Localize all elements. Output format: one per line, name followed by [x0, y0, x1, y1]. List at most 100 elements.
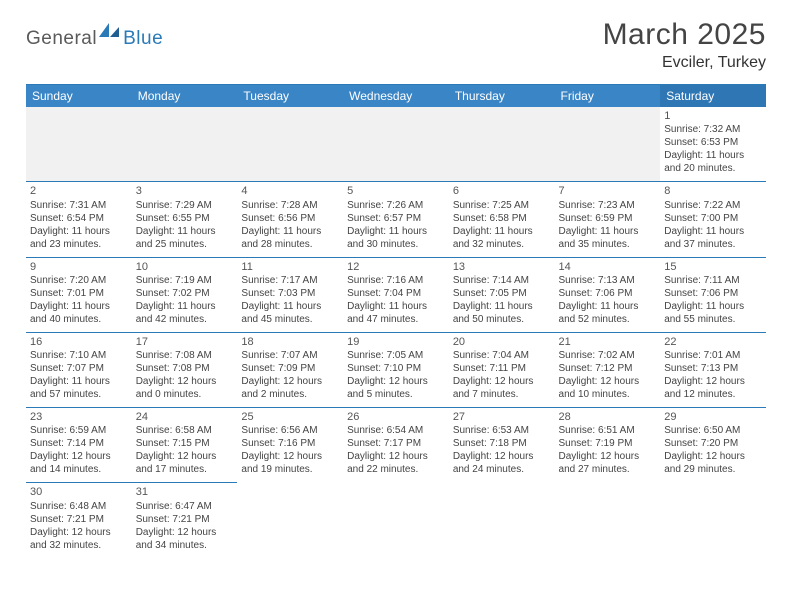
calendar-day-cell: 22Sunrise: 7:01 AMSunset: 7:13 PMDayligh… — [660, 332, 766, 407]
daylight-text: Daylight: 11 hours and 52 minutes. — [559, 300, 657, 326]
day-number: 29 — [664, 410, 762, 424]
calendar-day-cell: 10Sunrise: 7:19 AMSunset: 7:02 PMDayligh… — [132, 257, 238, 332]
daylight-text: Daylight: 11 hours and 42 minutes. — [136, 300, 234, 326]
calendar-empty-cell — [237, 107, 343, 182]
daylight-text: Daylight: 12 hours and 2 minutes. — [241, 375, 339, 401]
day-number: 27 — [453, 410, 551, 424]
sunset-text: Sunset: 7:03 PM — [241, 287, 339, 300]
daylight-text: Daylight: 12 hours and 14 minutes. — [30, 450, 128, 476]
calendar-day-cell: 11Sunrise: 7:17 AMSunset: 7:03 PMDayligh… — [237, 257, 343, 332]
day-number: 8 — [664, 184, 762, 198]
calendar-day-cell: 18Sunrise: 7:07 AMSunset: 7:09 PMDayligh… — [237, 332, 343, 407]
sunrise-text: Sunrise: 7:32 AM — [664, 123, 762, 136]
day-number: 30 — [30, 485, 128, 499]
calendar-day-cell: 13Sunrise: 7:14 AMSunset: 7:05 PMDayligh… — [449, 257, 555, 332]
sunrise-text: Sunrise: 7:25 AM — [453, 199, 551, 212]
sunset-text: Sunset: 6:58 PM — [453, 212, 551, 225]
day-number: 4 — [241, 184, 339, 198]
calendar-day-cell: 17Sunrise: 7:08 AMSunset: 7:08 PMDayligh… — [132, 332, 238, 407]
weekday-header: Monday — [132, 85, 238, 108]
daylight-text: Daylight: 11 hours and 57 minutes. — [30, 375, 128, 401]
location: Evciler, Turkey — [603, 54, 766, 72]
calendar-day-cell: 26Sunrise: 6:54 AMSunset: 7:17 PMDayligh… — [343, 408, 449, 483]
daylight-text: Daylight: 12 hours and 27 minutes. — [559, 450, 657, 476]
calendar-day-cell: 12Sunrise: 7:16 AMSunset: 7:04 PMDayligh… — [343, 257, 449, 332]
sunset-text: Sunset: 7:05 PM — [453, 287, 551, 300]
day-number: 16 — [30, 335, 128, 349]
day-number: 1 — [664, 109, 762, 123]
sunrise-text: Sunrise: 7:07 AM — [241, 349, 339, 362]
daylight-text: Daylight: 12 hours and 10 minutes. — [559, 375, 657, 401]
sunset-text: Sunset: 6:57 PM — [347, 212, 445, 225]
calendar-empty-cell — [26, 107, 132, 182]
sunrise-text: Sunrise: 7:22 AM — [664, 199, 762, 212]
sunset-text: Sunset: 7:19 PM — [559, 437, 657, 450]
calendar-day-cell: 5Sunrise: 7:26 AMSunset: 6:57 PMDaylight… — [343, 182, 449, 257]
calendar-empty-cell — [449, 107, 555, 182]
day-number: 18 — [241, 335, 339, 349]
calendar-day-cell: 6Sunrise: 7:25 AMSunset: 6:58 PMDaylight… — [449, 182, 555, 257]
day-number: 19 — [347, 335, 445, 349]
day-number: 21 — [559, 335, 657, 349]
calendar-day-cell: 27Sunrise: 6:53 AMSunset: 7:18 PMDayligh… — [449, 408, 555, 483]
calendar-empty-cell — [132, 107, 238, 182]
day-number: 9 — [30, 260, 128, 274]
calendar-day-cell: 7Sunrise: 7:23 AMSunset: 6:59 PMDaylight… — [555, 182, 661, 257]
daylight-text: Daylight: 11 hours and 50 minutes. — [453, 300, 551, 326]
calendar-week-row: 16Sunrise: 7:10 AMSunset: 7:07 PMDayligh… — [26, 332, 766, 407]
calendar-day-cell: 16Sunrise: 7:10 AMSunset: 7:07 PMDayligh… — [26, 332, 132, 407]
header: General Blue March 2025 Evciler, Turkey — [26, 18, 766, 72]
calendar-day-cell: 20Sunrise: 7:04 AMSunset: 7:11 PMDayligh… — [449, 332, 555, 407]
sunrise-text: Sunrise: 7:23 AM — [559, 199, 657, 212]
sunset-text: Sunset: 7:09 PM — [241, 362, 339, 375]
calendar-empty-cell — [555, 107, 661, 182]
daylight-text: Daylight: 11 hours and 32 minutes. — [453, 225, 551, 251]
sunrise-text: Sunrise: 6:58 AM — [136, 424, 234, 437]
sunrise-text: Sunrise: 6:51 AM — [559, 424, 657, 437]
daylight-text: Daylight: 12 hours and 12 minutes. — [664, 375, 762, 401]
day-number: 23 — [30, 410, 128, 424]
sunrise-text: Sunrise: 7:02 AM — [559, 349, 657, 362]
logo-text-blue: Blue — [123, 28, 163, 50]
day-number: 6 — [453, 184, 551, 198]
daylight-text: Daylight: 11 hours and 35 minutes. — [559, 225, 657, 251]
day-number: 14 — [559, 260, 657, 274]
day-number: 13 — [453, 260, 551, 274]
daylight-text: Daylight: 12 hours and 32 minutes. — [30, 526, 128, 552]
sunset-text: Sunset: 7:06 PM — [559, 287, 657, 300]
day-number: 24 — [136, 410, 234, 424]
day-number: 15 — [664, 260, 762, 274]
calendar-week-row: 30Sunrise: 6:48 AMSunset: 7:21 PMDayligh… — [26, 483, 766, 558]
calendar-week-row: 23Sunrise: 6:59 AMSunset: 7:14 PMDayligh… — [26, 408, 766, 483]
sunset-text: Sunset: 6:54 PM — [30, 212, 128, 225]
calendar-day-cell: 28Sunrise: 6:51 AMSunset: 7:19 PMDayligh… — [555, 408, 661, 483]
sunset-text: Sunset: 7:11 PM — [453, 362, 551, 375]
day-number: 17 — [136, 335, 234, 349]
daylight-text: Daylight: 12 hours and 0 minutes. — [136, 375, 234, 401]
daylight-text: Daylight: 11 hours and 55 minutes. — [664, 300, 762, 326]
sunrise-text: Sunrise: 7:10 AM — [30, 349, 128, 362]
day-number: 28 — [559, 410, 657, 424]
calendar-week-row: 1Sunrise: 7:32 AMSunset: 6:53 PMDaylight… — [26, 107, 766, 182]
sunrise-text: Sunrise: 6:54 AM — [347, 424, 445, 437]
calendar-header-row: SundayMondayTuesdayWednesdayThursdayFrid… — [26, 85, 766, 108]
day-number: 7 — [559, 184, 657, 198]
daylight-text: Daylight: 11 hours and 25 minutes. — [136, 225, 234, 251]
sail-icon — [99, 23, 121, 44]
sunrise-text: Sunrise: 7:19 AM — [136, 274, 234, 287]
daylight-text: Daylight: 12 hours and 5 minutes. — [347, 375, 445, 401]
calendar-day-cell: 19Sunrise: 7:05 AMSunset: 7:10 PMDayligh… — [343, 332, 449, 407]
sunset-text: Sunset: 7:18 PM — [453, 437, 551, 450]
sunset-text: Sunset: 6:59 PM — [559, 212, 657, 225]
title-block: March 2025 Evciler, Turkey — [603, 18, 766, 72]
calendar-body: 1Sunrise: 7:32 AMSunset: 6:53 PMDaylight… — [26, 107, 766, 558]
weekday-header: Friday — [555, 85, 661, 108]
daylight-text: Daylight: 12 hours and 19 minutes. — [241, 450, 339, 476]
sunset-text: Sunset: 6:55 PM — [136, 212, 234, 225]
sunset-text: Sunset: 7:01 PM — [30, 287, 128, 300]
calendar-day-cell: 29Sunrise: 6:50 AMSunset: 7:20 PMDayligh… — [660, 408, 766, 483]
weekday-header: Wednesday — [343, 85, 449, 108]
calendar-week-row: 2Sunrise: 7:31 AMSunset: 6:54 PMDaylight… — [26, 182, 766, 257]
daylight-text: Daylight: 11 hours and 45 minutes. — [241, 300, 339, 326]
sunset-text: Sunset: 7:17 PM — [347, 437, 445, 450]
